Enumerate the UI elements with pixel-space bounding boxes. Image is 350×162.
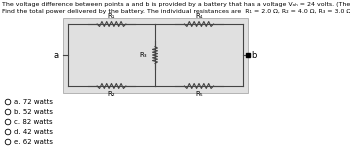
Text: R₅: R₅ — [195, 91, 203, 97]
Text: R₂: R₂ — [108, 91, 115, 97]
Text: a: a — [54, 51, 59, 59]
Text: R₁: R₁ — [108, 13, 115, 19]
Text: a. 72 watts: a. 72 watts — [14, 99, 53, 105]
Text: b: b — [251, 51, 256, 59]
FancyBboxPatch shape — [63, 18, 248, 93]
Text: R₄: R₄ — [195, 13, 203, 19]
Text: d. 42 watts: d. 42 watts — [14, 129, 53, 135]
Text: Find the total power delivered by the battery. The individual resistances are  R: Find the total power delivered by the ba… — [2, 9, 350, 14]
Text: b. 52 watts: b. 52 watts — [14, 109, 53, 115]
Text: The voltage difference between points a and b is provided by a battery that has : The voltage difference between points a … — [2, 2, 350, 7]
Text: c. 82 watts: c. 82 watts — [14, 119, 52, 125]
Text: e. 62 watts: e. 62 watts — [14, 139, 53, 145]
Text: R₃: R₃ — [140, 52, 147, 58]
